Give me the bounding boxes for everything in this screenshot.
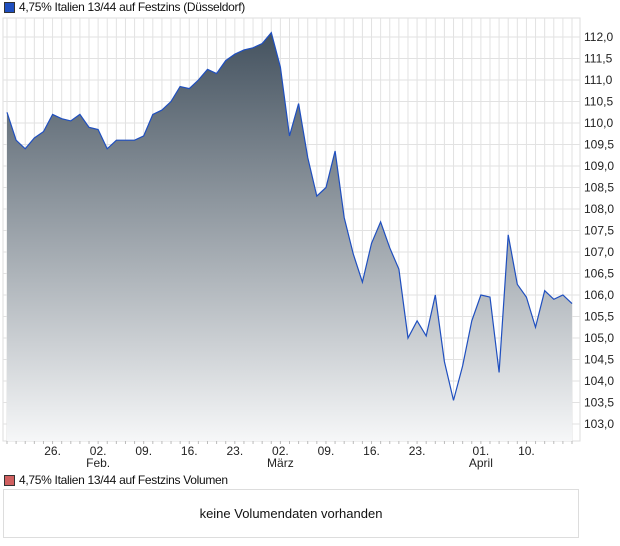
x-tick-label: 09. bbox=[318, 444, 335, 458]
y-tick-label: 104,0 bbox=[584, 374, 614, 388]
y-tick-label: 108,0 bbox=[584, 202, 614, 216]
y-tick-label: 109,5 bbox=[584, 138, 614, 152]
volume-legend-swatch bbox=[4, 474, 15, 486]
x-tick-label: 02. bbox=[90, 444, 107, 458]
volume-panel: keine Volumendaten vorhanden bbox=[3, 489, 579, 538]
x-tick-label: 23. bbox=[226, 444, 243, 458]
y-tick-label: 107,0 bbox=[584, 245, 614, 259]
y-tick-label: 103,5 bbox=[584, 396, 614, 410]
price-area bbox=[7, 32, 572, 441]
y-tick-label: 110,5 bbox=[584, 95, 613, 109]
y-tick-label: 111,0 bbox=[584, 73, 613, 87]
volume-empty-message: keine Volumendaten vorhanden bbox=[199, 506, 383, 521]
x-month-label: April bbox=[469, 456, 493, 470]
price-chart: 103,0 103,5 104,0 104,5 105,0 105,5 106,0 106,5… bbox=[2, 17, 614, 470]
y-tick-label: 105,5 bbox=[584, 310, 614, 324]
price-legend-label: 4,75% Italien 13/44 auf Festzins (Düssel… bbox=[19, 0, 245, 14]
y-tick-label: 103,0 bbox=[584, 417, 614, 431]
x-tick-label: 09. bbox=[135, 444, 152, 458]
y-tick-label: 108,5 bbox=[584, 181, 614, 195]
volume-legend: 4,75% Italien 13/44 auf Festzins Volumen bbox=[4, 473, 228, 487]
volume-legend-label: 4,75% Italien 13/44 auf Festzins Volumen bbox=[19, 473, 228, 487]
x-month-label: Feb. bbox=[86, 456, 110, 470]
y-tick-label: 104,5 bbox=[584, 353, 614, 367]
y-tick-label: 111,5 bbox=[584, 52, 613, 66]
y-tick-label: 112,0 bbox=[584, 30, 613, 44]
y-tick-label: 109,0 bbox=[584, 159, 614, 173]
x-tick-label: 10. bbox=[518, 444, 535, 458]
x-tick-label: 23. bbox=[409, 444, 426, 458]
y-tick-label: 110,0 bbox=[584, 116, 613, 130]
price-legend-swatch bbox=[4, 1, 15, 13]
y-tick-label: 105,0 bbox=[584, 331, 614, 345]
y-tick-label: 106,0 bbox=[584, 288, 614, 302]
x-tick-label: 16. bbox=[363, 444, 380, 458]
x-month-label: März bbox=[267, 456, 294, 470]
y-tick-label: 107,5 bbox=[584, 224, 614, 238]
y-tick-label: 106,5 bbox=[584, 267, 614, 281]
x-tick-label: 26. bbox=[44, 444, 61, 458]
price-legend: 4,75% Italien 13/44 auf Festzins (Düssel… bbox=[4, 0, 245, 14]
x-tick-label: 02. bbox=[272, 444, 289, 458]
x-tick-label: 01. bbox=[473, 444, 490, 458]
x-tick-label: 16. bbox=[181, 444, 198, 458]
